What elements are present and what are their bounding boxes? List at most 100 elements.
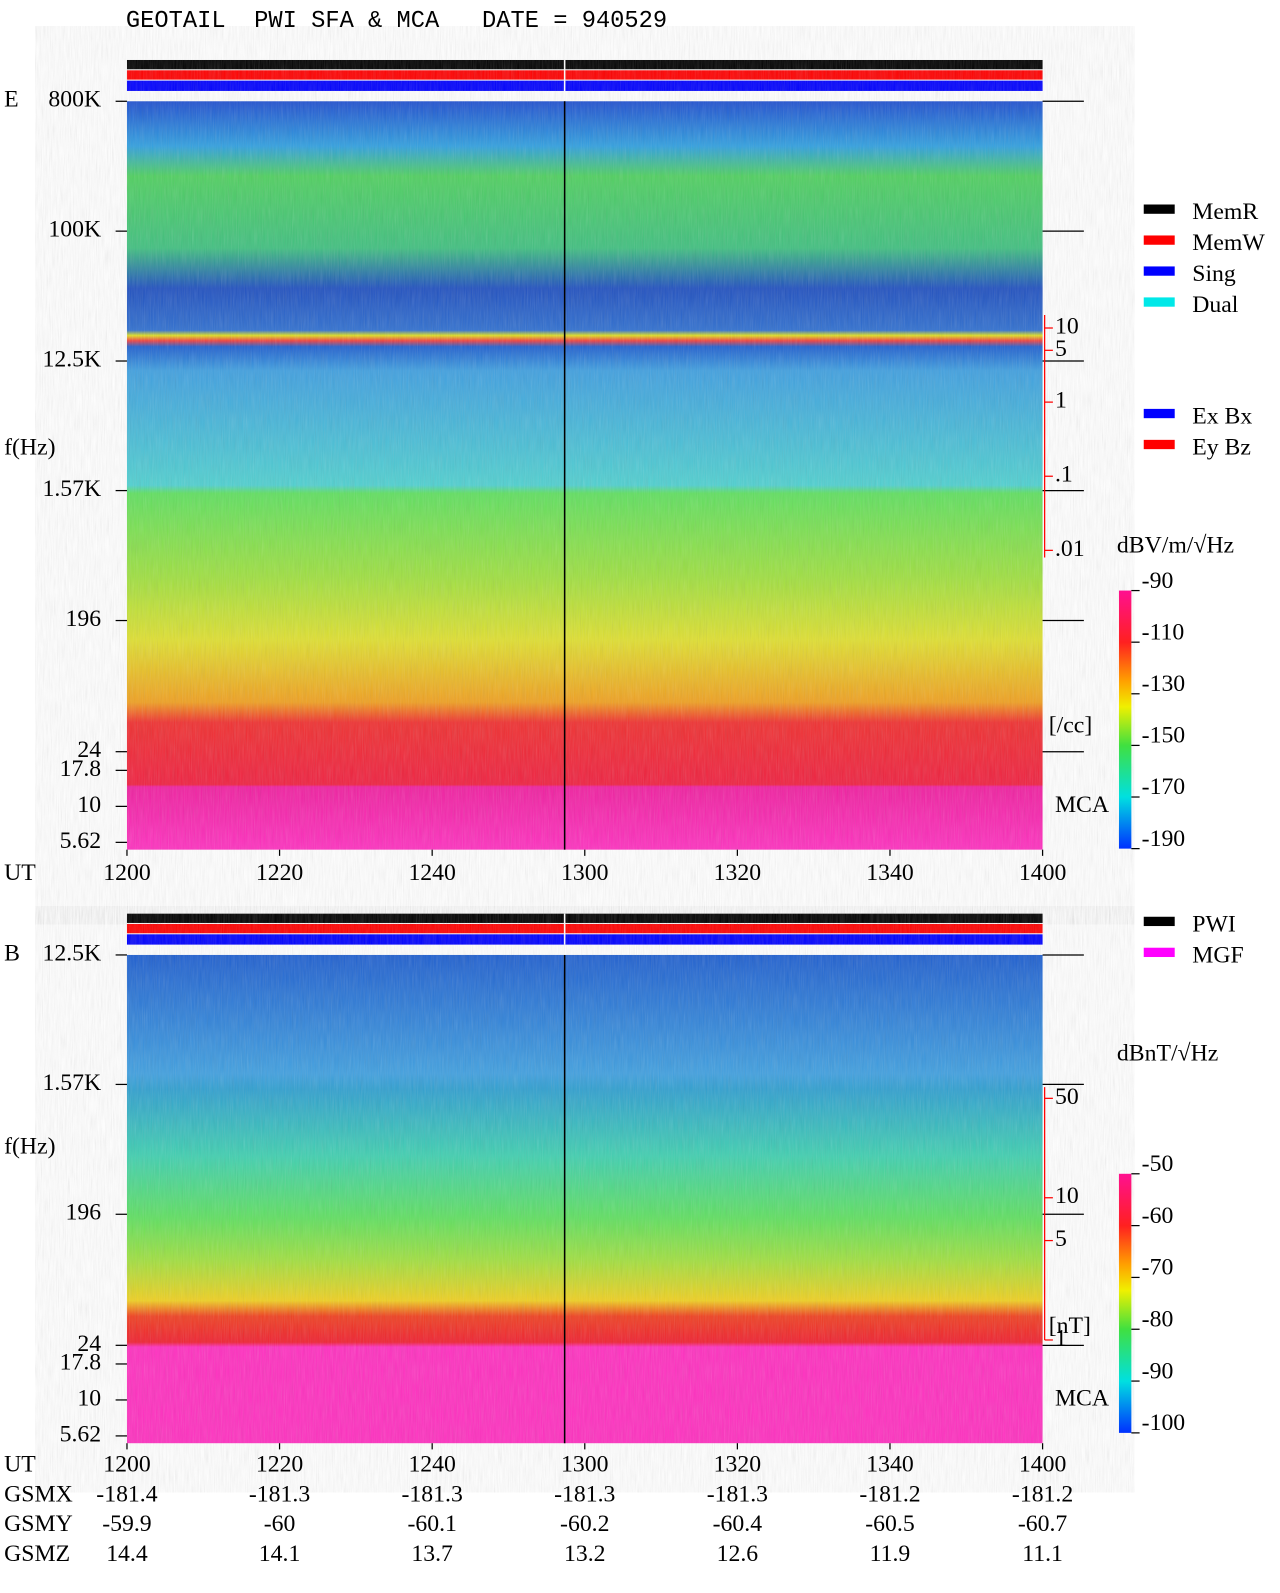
orbit-value: 14.1 [259, 1541, 301, 1567]
title: GEOTAIL PWI SFA & MCA DATE = 940529 [126, 8, 667, 35]
colorbar [1118, 590, 1132, 849]
legend-swatch [1143, 947, 1175, 958]
colorbar-tick-label: -60 [1142, 1203, 1174, 1229]
y2-tick-label: .01 [1055, 536, 1085, 562]
y-tick-label: 12.5K [42, 346, 101, 372]
x-tick-label: 1200 [103, 860, 150, 886]
orbit-value: 11.9 [870, 1541, 911, 1567]
status-bar [126, 80, 1043, 91]
legend-label: MGF [1192, 942, 1243, 968]
x-tick-label: 1200 [103, 1451, 150, 1477]
y2-tick-label: 50 [1055, 1084, 1079, 1110]
x-tick-label: 1320 [714, 1451, 761, 1477]
colorbar-tick-label: -130 [1142, 671, 1186, 697]
legend-label: MemW [1192, 230, 1265, 256]
orbit-value: -181.4 [96, 1481, 157, 1507]
x-tick-label: 1340 [866, 860, 913, 886]
y2-tick-label: 10 [1055, 1183, 1079, 1209]
y2-tick-label: 5 [1055, 336, 1067, 362]
y-tick-label: 196 [66, 1200, 102, 1226]
y2-tick-label: 1 [1055, 388, 1067, 414]
legend-label: Ey Bz [1192, 435, 1251, 461]
status-bar [126, 59, 1043, 70]
x-tick-label: 1240 [408, 1451, 455, 1477]
orbit-value: -181.2 [1012, 1481, 1073, 1507]
legend-label: Sing [1192, 261, 1236, 287]
x-tick-label: 1220 [256, 1451, 303, 1477]
x-tick-label: 1320 [714, 860, 761, 886]
status-bar [126, 923, 1043, 934]
x-axis-label: UT [4, 1451, 36, 1477]
legend-swatch [1143, 266, 1175, 276]
orbit-value: -60.2 [560, 1511, 609, 1537]
x-tick-label: 1400 [1019, 1451, 1066, 1477]
legend-swatch [1143, 439, 1175, 450]
colorbar-tick-label: -190 [1142, 826, 1186, 852]
legend-swatch [1143, 204, 1175, 214]
status-bar [126, 70, 1043, 80]
orbit-value: -60.1 [407, 1511, 456, 1537]
spectrogram-texture [126, 954, 1043, 1444]
y2-tick-label: 10 [1055, 313, 1079, 339]
y-tick-label: 5.62 [60, 828, 102, 854]
colorbar-tick-label: -90 [1142, 568, 1174, 594]
legend-swatch [1143, 408, 1175, 419]
colorbar-tick-label: -110 [1142, 619, 1185, 645]
y-tick-label: 17.8 [60, 1349, 102, 1375]
orbit-value: 12.6 [717, 1541, 759, 1567]
orbit-value: -181.3 [249, 1481, 310, 1507]
status-bar [126, 934, 1043, 945]
spectrogram-texture [126, 101, 1043, 850]
y-tick-label: 1.57K [42, 476, 101, 502]
legend-label: Dual [1192, 292, 1239, 318]
y-tick-label: 5.62 [60, 1421, 102, 1447]
legend-swatch [1143, 916, 1175, 927]
status-bar [126, 913, 1043, 923]
orbit-value: -60.4 [713, 1511, 763, 1537]
colorbar-tick-label: -80 [1142, 1306, 1174, 1332]
x-tick-label: 1300 [561, 1451, 608, 1477]
x-axis-label: UT [4, 860, 36, 886]
x-tick-label: 1340 [866, 1451, 913, 1477]
orbit-value: -181.3 [707, 1481, 768, 1507]
y-axis-label: f(Hz) [4, 1133, 55, 1159]
orbit-value: 13.2 [564, 1541, 606, 1567]
orbit-value: -181.3 [554, 1481, 615, 1507]
x-tick-label: 1300 [561, 860, 608, 886]
orbit-value: -181.3 [402, 1481, 463, 1507]
colorbar-label: dBnT/√Hz [1117, 1041, 1218, 1067]
colorbar-tick-label: -50 [1142, 1151, 1174, 1177]
colorbar-tick-label: -150 [1142, 723, 1186, 749]
legend-label: MemR [1192, 199, 1258, 225]
mca-label: MCA [1055, 792, 1109, 818]
colorbar-tick-label: -90 [1142, 1358, 1174, 1384]
y-tick-label: 10 [77, 792, 101, 818]
x-tick-label: 1400 [1019, 860, 1066, 886]
colorbar [1118, 1173, 1132, 1433]
y-tick-label: 24 [77, 1331, 101, 1357]
y-tick-label: 24 [77, 737, 101, 763]
orbit-value: -60.5 [865, 1511, 914, 1537]
y-axis-label: f(Hz) [4, 435, 55, 461]
orbit-value: -60 [264, 1511, 296, 1537]
y-tick-label: 1.57K [42, 1070, 101, 1096]
y-tick-label: 10 [77, 1385, 101, 1411]
colorbar-tick-label: -70 [1142, 1255, 1174, 1281]
y2-tick-label: 5 [1055, 1226, 1067, 1252]
legend-label: PWI [1192, 912, 1236, 938]
y-tick-label: 12.5K [42, 940, 101, 966]
legend-label: Ex Bx [1192, 404, 1252, 430]
legend-swatch [1143, 235, 1175, 245]
orbit-value: -59.9 [102, 1511, 151, 1537]
orbit-value: 14.4 [106, 1541, 148, 1567]
panel-label: B [4, 940, 20, 966]
colorbar-label: dBV/m/√Hz [1117, 533, 1234, 559]
y-tick-label: 17.8 [60, 756, 102, 782]
y-tick-label: 100K [48, 217, 101, 243]
orbit-label: GSMY [4, 1511, 73, 1537]
colorbar-tick-label: -170 [1142, 774, 1186, 800]
panel-label: E [4, 87, 19, 113]
orbit-value: 13.7 [411, 1541, 453, 1567]
y2-tick-label: 1 [1055, 1325, 1067, 1351]
y2-label: [/cc] [1049, 712, 1092, 738]
